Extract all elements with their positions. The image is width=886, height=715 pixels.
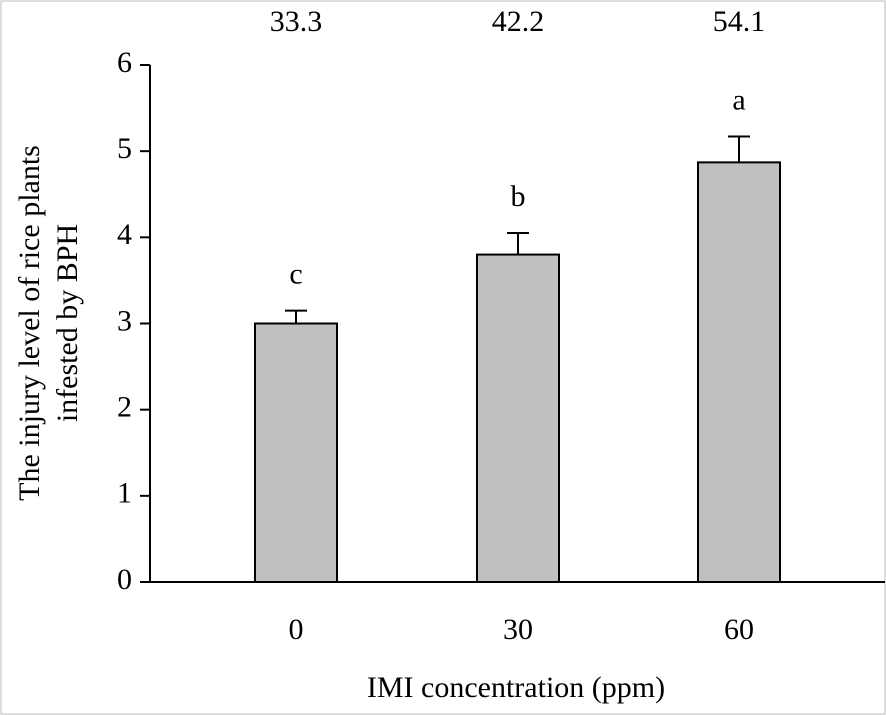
x-tick-label: 30 xyxy=(503,613,533,646)
top-label: 42.2 xyxy=(492,5,545,38)
top-label: 33.3 xyxy=(270,5,323,38)
y-tick-label: 6 xyxy=(117,46,132,79)
x-tick-label: 60 xyxy=(724,613,754,646)
y-tick-label: 2 xyxy=(117,391,132,424)
significance-letter: b xyxy=(511,180,526,213)
y-tick-label: 1 xyxy=(117,477,132,510)
top-label: 54.1 xyxy=(713,5,766,38)
significance-letter: a xyxy=(732,83,745,116)
bar xyxy=(697,161,781,583)
y-tick-label: 3 xyxy=(117,304,132,337)
y-tick-label: 0 xyxy=(117,563,132,596)
bar xyxy=(254,322,338,583)
y-tick-label: 4 xyxy=(117,218,132,251)
significance-letter: c xyxy=(289,257,302,290)
y-axis-label: infested by BPH xyxy=(51,224,84,422)
x-axis-label: IMI concentration (ppm) xyxy=(367,671,665,704)
x-tick-label: 0 xyxy=(289,613,304,646)
y-tick-label: 5 xyxy=(117,132,132,165)
y-axis-label: The injury level of rice plants xyxy=(13,145,46,501)
bar xyxy=(476,253,560,583)
